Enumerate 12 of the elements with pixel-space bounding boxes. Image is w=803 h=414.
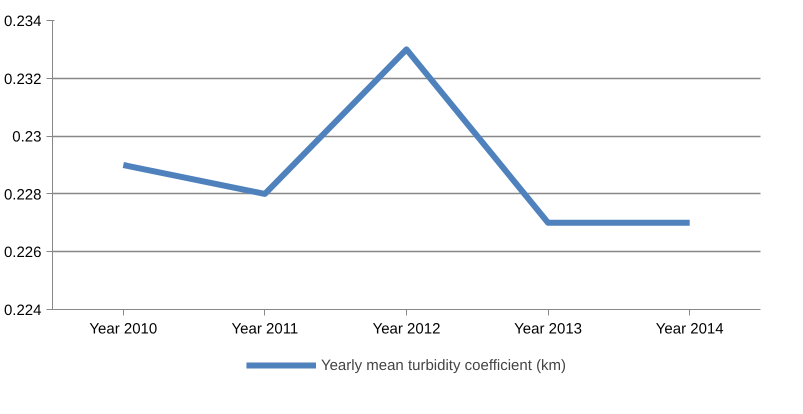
- x-tick-label: Year 2013: [514, 320, 582, 338]
- y-tick-label: 0.234: [4, 13, 42, 30]
- y-tick-label: 0.23: [12, 128, 42, 146]
- y-tick-label: 0.224: [4, 302, 42, 319]
- x-tick-label: Year 2012: [372, 320, 440, 338]
- x-tick-label: Year 2014: [656, 320, 724, 338]
- y-tick-label: 0.228: [4, 186, 42, 204]
- x-tick-label: Year 2010: [89, 320, 158, 338]
- y-tick-label: 0.226: [4, 244, 42, 262]
- y-tick-label: 0.232: [4, 70, 42, 88]
- legend-label: Yearly mean turbidity coefficient (km): [320, 356, 566, 374]
- x-tick-label: Year 2011: [232, 320, 298, 338]
